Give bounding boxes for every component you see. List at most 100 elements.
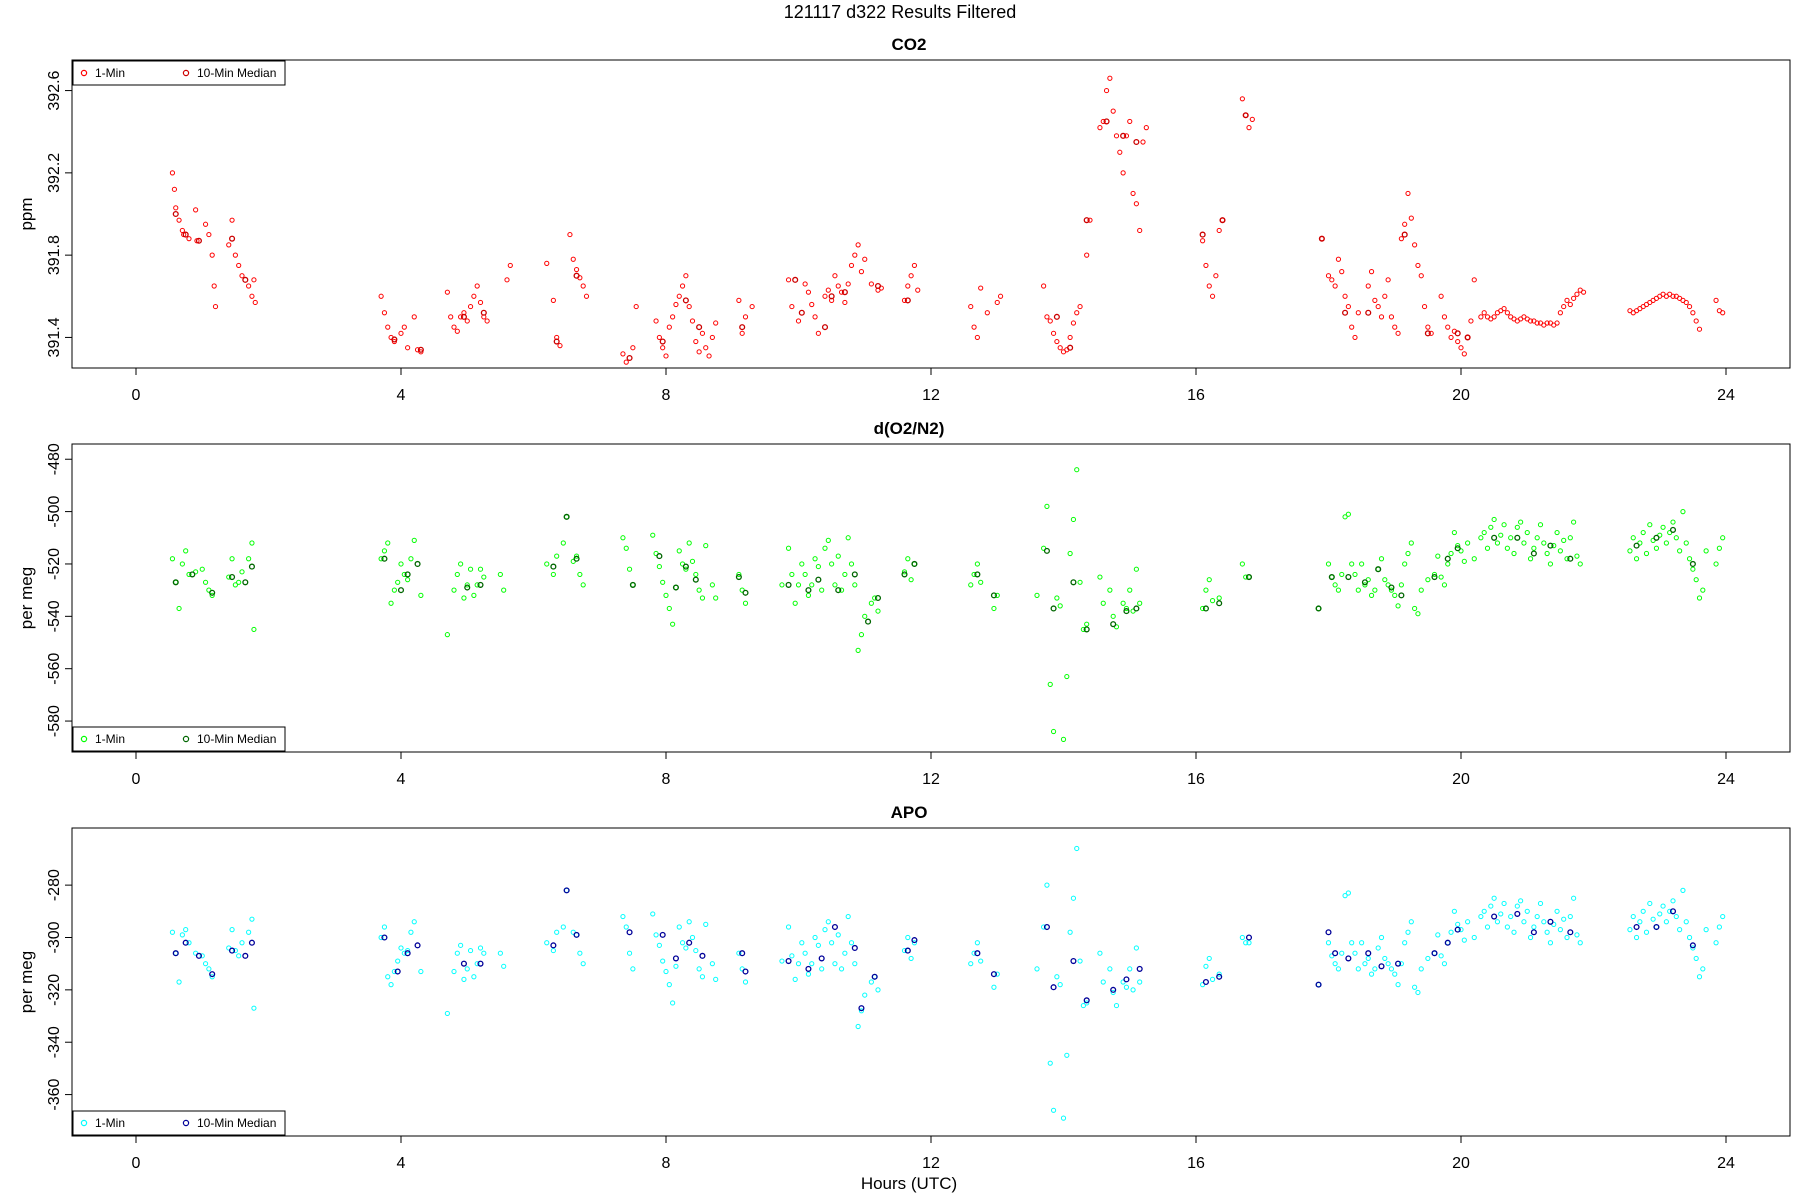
d-o2-n2-median-point [1633, 542, 1640, 549]
d-o2-n2-one-min-point [815, 563, 821, 570]
apo-one-min-point [1547, 940, 1554, 946]
apo-one-min-point [1441, 961, 1448, 967]
d-o2-n2-median-point [805, 587, 812, 594]
apo-one-min-point [1478, 913, 1484, 920]
co2-median-point [659, 338, 666, 345]
apo-one-min-point [1534, 913, 1540, 920]
apo-one-min-point [1070, 895, 1077, 901]
d-o2-n2-one-min-point [1633, 556, 1640, 562]
d-o2-n2-median-point [172, 579, 179, 586]
apo-one-min-point [481, 950, 487, 956]
d-o2-n2-median-point [477, 581, 484, 588]
d-o2-n2-one-min-point [186, 571, 192, 578]
co2-one-min-point [1382, 293, 1388, 299]
d-o2-n2-one-min-point [832, 582, 838, 588]
d-o2-n2-median-point [1361, 579, 1368, 586]
d-o2-n2-median-point [1315, 605, 1322, 612]
d-o2-n2-one-min-point [1508, 535, 1514, 541]
apo-one-min-point [905, 934, 911, 941]
apo-one-min-point [209, 974, 215, 980]
apo-one-min-point [825, 919, 831, 925]
d-o2-n2-one-min-point [1342, 514, 1348, 520]
d-o2-n2-one-min-point [1054, 595, 1060, 601]
apo-one-min-point [901, 947, 908, 954]
co2-y-tick-label: 392.2 [46, 153, 63, 193]
apo-one-min-point [1206, 955, 1212, 962]
co2-one-min-point [1564, 297, 1570, 303]
co2-one-min-point [169, 170, 176, 176]
apo-one-min-point [454, 950, 460, 956]
d-o2-n2-one-min-point [1070, 516, 1077, 523]
d-o2-n2-one-min-point [1501, 522, 1507, 528]
d-o2-n2-one-min-point [249, 540, 255, 546]
co2-x-tick-label: 24 [1717, 387, 1735, 404]
apo-one-min-point [1392, 971, 1398, 977]
d-o2-n2-median-point [1202, 605, 1209, 612]
d-o2-n2-one-min-point [1388, 587, 1395, 593]
co2-one-min-point [1200, 238, 1206, 244]
d-o2-n2-one-min-point [1561, 537, 1567, 544]
apo-one-min-point [978, 958, 984, 964]
co2-median-point [904, 297, 911, 304]
d-o2-n2-one-min-point [239, 569, 245, 575]
d-o2-n2-one-min-point [620, 535, 626, 541]
apo-one-min-point [199, 953, 205, 959]
apo-one-min-point [1402, 940, 1408, 946]
apo-one-min-point [1074, 845, 1080, 852]
co2-one-min-point [1385, 277, 1391, 283]
apo-median-point [394, 968, 401, 975]
d-o2-n2-one-min-point [1408, 540, 1414, 546]
d-o2-n2-one-min-point [1557, 548, 1563, 554]
d-o2-n2-median-point [1345, 574, 1352, 581]
co2-median-point [874, 282, 882, 290]
apo-one-min-point [461, 976, 467, 982]
d-o2-n2-one-min-point [1206, 577, 1212, 583]
apo-one-min-point [1521, 919, 1527, 925]
co2-one-min-point [448, 314, 454, 320]
apo-median-point [1365, 950, 1372, 957]
apo-median-point [1431, 950, 1438, 957]
d-o2-n2-one-min-point [391, 587, 397, 593]
co2-one-min-point [1412, 242, 1418, 248]
apo-one-min-point [1067, 929, 1073, 935]
co2-one-min-point [1491, 314, 1497, 320]
apo-median-point [404, 950, 411, 957]
d-o2-n2-one-min-point [1451, 529, 1457, 536]
co2-one-min-point [1100, 118, 1106, 125]
co2-one-min-point [176, 217, 182, 223]
apo-one-min-point [1511, 929, 1517, 935]
co2-one-min-point [1349, 324, 1355, 330]
co2-one-min-point [1378, 314, 1385, 320]
co2-one-min-point [974, 334, 980, 341]
apo-one-min-point [1080, 1002, 1086, 1009]
d-o2-n2-one-min-point [1680, 509, 1686, 515]
co2-one-min-point [385, 324, 391, 330]
apo-one-min-point [1557, 927, 1563, 933]
d-o2-n2-one-min-point [1647, 522, 1653, 528]
co2-one-min-point [1130, 190, 1136, 197]
co2-one-min-point [822, 293, 828, 299]
apo-median-point [1395, 960, 1402, 967]
co2-one-min-point [835, 283, 841, 289]
d-o2-n2-legend-marker [182, 735, 190, 743]
co2-one-min-point [1120, 170, 1126, 176]
apo-one-min-point [1050, 1107, 1057, 1113]
d-o2-n2-one-min-point [1524, 529, 1530, 536]
co2-one-min-point [1415, 262, 1421, 269]
d-o2-n2-one-min-point [689, 558, 696, 564]
apo-one-min-point [1693, 955, 1699, 962]
co2-one-min-point [1686, 303, 1693, 310]
apo-median-point [626, 929, 633, 936]
apo-one-min-point [862, 992, 868, 998]
d-o2-n2-one-min-point [1239, 561, 1245, 567]
d-o2-n2-median-point [911, 560, 918, 568]
apo-one-min-point [1405, 929, 1411, 935]
apo-median-point [1332, 950, 1339, 957]
d-o2-n2-one-min-point [805, 592, 812, 598]
co2-one-min-point [789, 303, 795, 310]
co2-one-min-point [477, 299, 484, 306]
d-o2-n2-median-point [1133, 605, 1140, 612]
apo-one-min-point [713, 976, 719, 982]
d-o2-n2-one-min-point [1527, 556, 1534, 562]
d-o2-n2-one-min-point [471, 592, 477, 598]
